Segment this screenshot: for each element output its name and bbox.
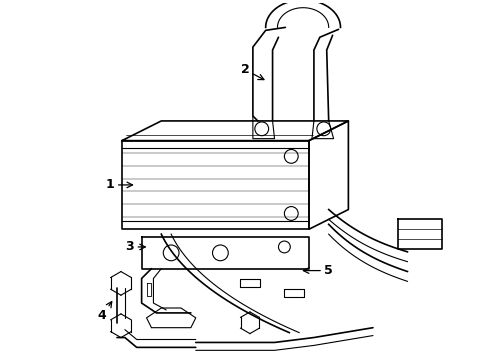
Text: 1: 1 (106, 179, 132, 192)
Text: 3: 3 (125, 240, 146, 253)
Text: 5: 5 (303, 264, 333, 277)
Text: 4: 4 (98, 302, 112, 322)
Text: 2: 2 (241, 63, 264, 80)
